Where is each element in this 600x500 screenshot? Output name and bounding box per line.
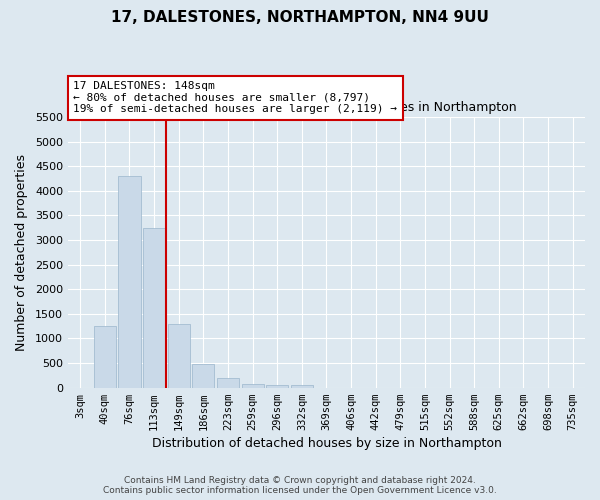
Bar (118, 176, 140, 388)
Text: Contains HM Land Registry data © Crown copyright and database right 2024.
Contai: Contains HM Land Registry data © Crown c… (103, 476, 497, 495)
Bar (217, 378, 239, 388)
Bar (143, 228, 165, 388)
Text: 17, DALESTONES, NORTHAMPTON, NN4 9UU: 17, DALESTONES, NORTHAMPTON, NN4 9UU (111, 10, 489, 25)
Bar (167, 324, 190, 388)
X-axis label: Distribution of detached houses by size in Northampton: Distribution of detached houses by size … (152, 437, 502, 450)
Bar (242, 384, 263, 388)
Bar (291, 385, 313, 388)
Y-axis label: Number of detached properties: Number of detached properties (15, 154, 28, 351)
Bar (266, 385, 289, 388)
Bar (94, 326, 116, 388)
Bar (192, 364, 214, 388)
Text: 17 DALESTONES: 148sqm
← 80% of detached houses are smaller (8,797)
19% of semi-d: 17 DALESTONES: 148sqm ← 80% of detached … (73, 81, 397, 114)
Title: Size of property relative to detached houses in Northampton: Size of property relative to detached ho… (136, 102, 517, 114)
